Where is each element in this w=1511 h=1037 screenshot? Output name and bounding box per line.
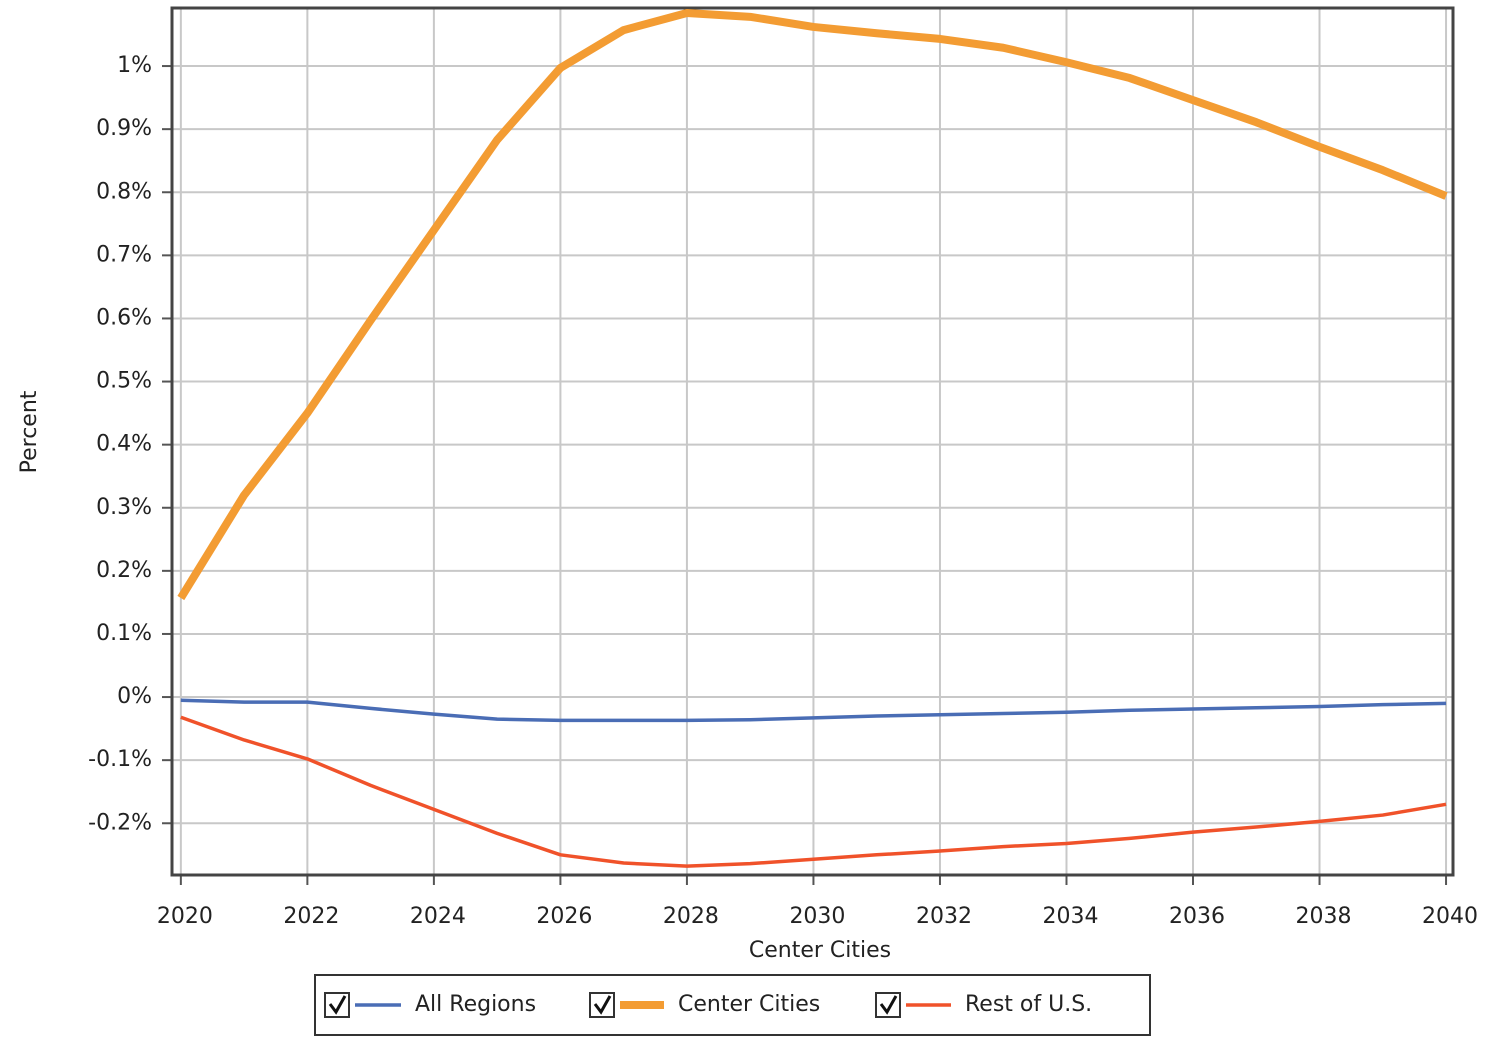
x-tick-label: 2020 bbox=[157, 904, 213, 929]
legend-box bbox=[314, 974, 1151, 1036]
y-tick-label: 0.4% bbox=[96, 432, 152, 457]
series-line bbox=[180, 715, 1447, 868]
legend-label: Center Cities bbox=[678, 992, 820, 1017]
y-tick-label: -0.2% bbox=[88, 810, 152, 835]
x-tick-label: 2024 bbox=[410, 904, 466, 929]
y-tick-label: 0.3% bbox=[96, 495, 152, 520]
x-tick-label: 2036 bbox=[1169, 904, 1225, 929]
x-tick-label: 2022 bbox=[283, 904, 339, 929]
checkmark[interactable] bbox=[593, 995, 612, 1015]
y-tick-label: 0.1% bbox=[96, 621, 152, 646]
x-tick-label: 2038 bbox=[1296, 904, 1352, 929]
plot-border bbox=[170, 6, 1455, 877]
y-tick-label: 0.8% bbox=[96, 179, 152, 204]
checkmark[interactable] bbox=[328, 995, 347, 1015]
series-line bbox=[177, 9, 1448, 601]
x-tick-label: 2026 bbox=[536, 904, 592, 929]
x-tick-label: 2040 bbox=[1422, 904, 1478, 929]
x-tick-label: 2028 bbox=[663, 904, 719, 929]
series-line bbox=[180, 698, 1447, 723]
checkmark[interactable] bbox=[879, 995, 898, 1015]
x-tick-label: 2030 bbox=[789, 904, 845, 929]
x-tick-label: 2032 bbox=[916, 904, 972, 929]
x-axis-label: Center Cities bbox=[749, 938, 891, 963]
y-tick-label: 0.5% bbox=[96, 369, 152, 394]
y-axis-label: Percent bbox=[17, 390, 42, 473]
legend-label: Rest of U.S. bbox=[965, 992, 1092, 1017]
y-tick-label: 0.6% bbox=[96, 305, 152, 330]
y-tick-label: 0.9% bbox=[96, 116, 152, 141]
y-tick-label: 1% bbox=[117, 53, 152, 78]
y-tick-label: 0% bbox=[117, 684, 152, 709]
x-tick-label: 2034 bbox=[1042, 904, 1098, 929]
y-tick-label: 0.7% bbox=[96, 242, 152, 267]
y-tick-label: -0.1% bbox=[88, 747, 152, 772]
legend-label: All Regions bbox=[415, 992, 536, 1017]
y-tick-label: 0.2% bbox=[96, 558, 152, 583]
